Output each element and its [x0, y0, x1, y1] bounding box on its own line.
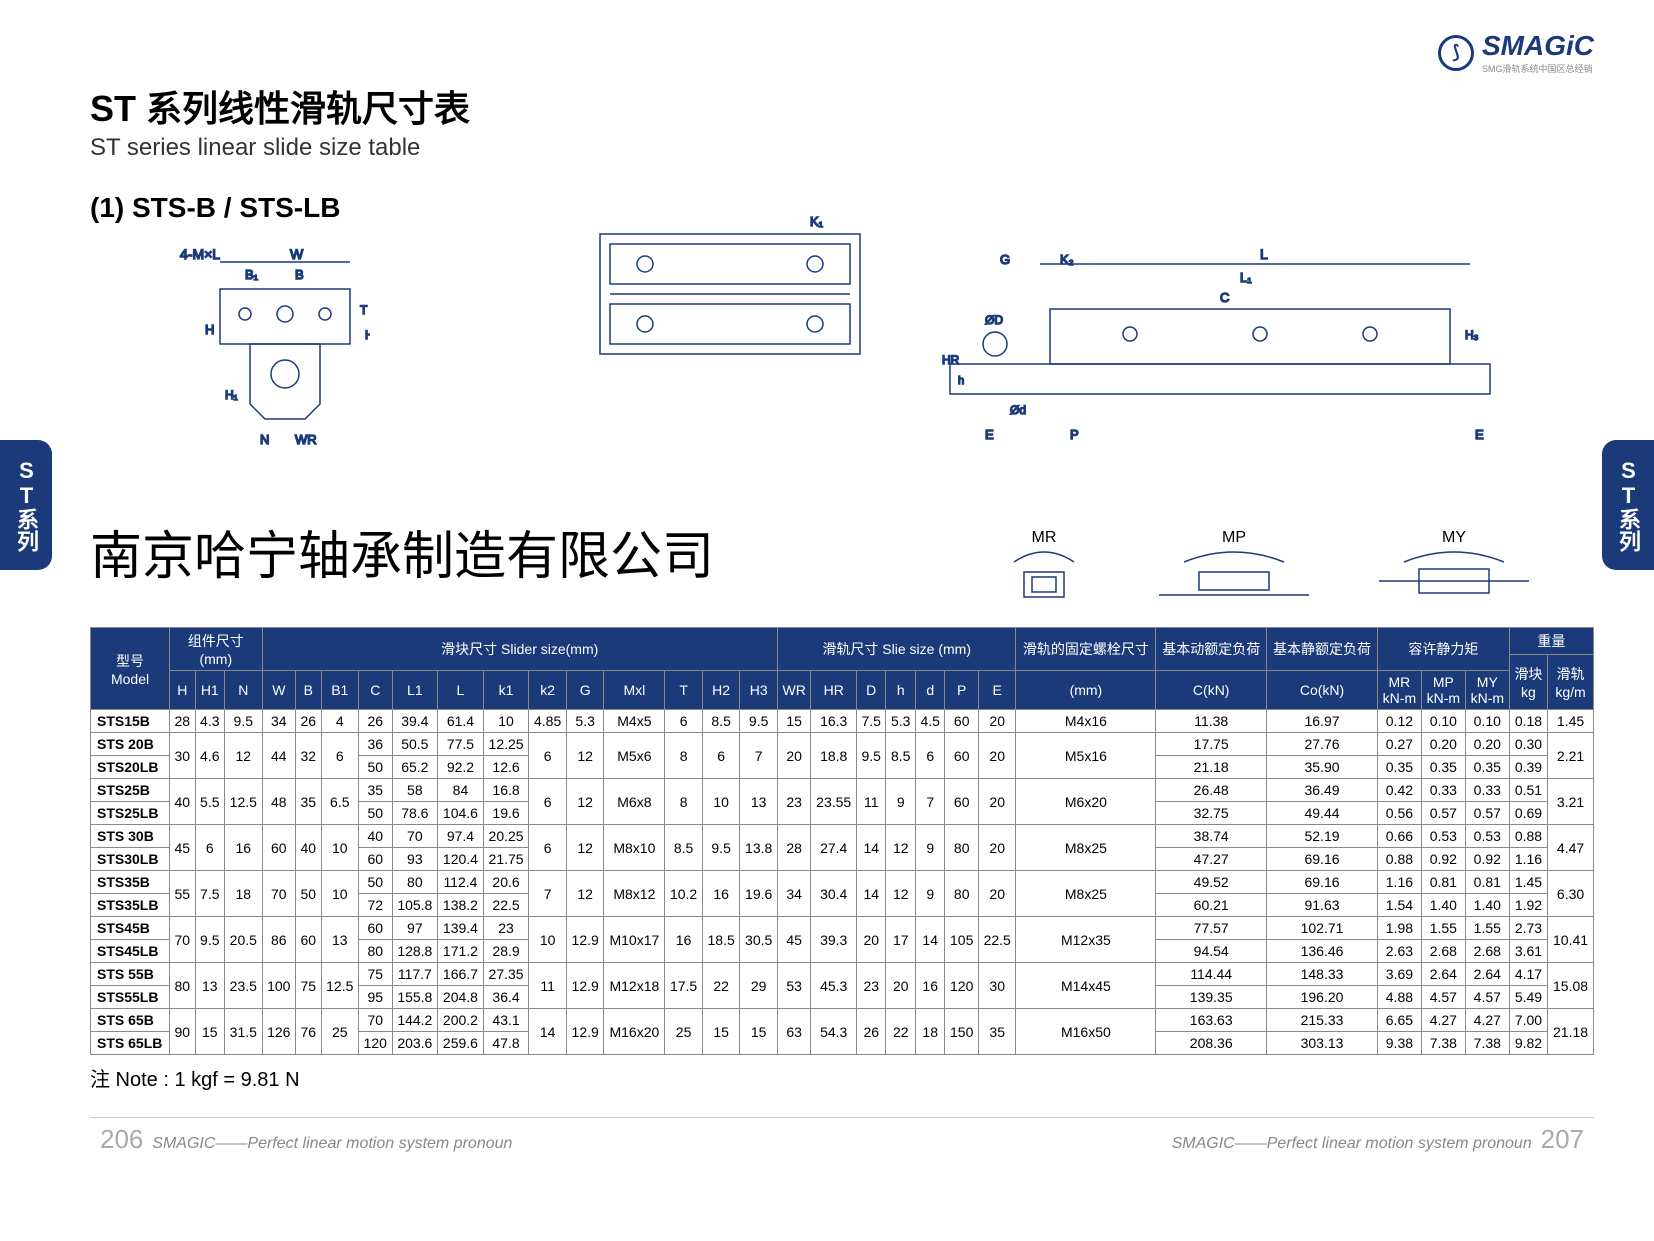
svg-text:h: h: [958, 375, 964, 387]
brand-logo: ⟆ SMAGiC SMG滑轨系统中国区总经销: [1438, 30, 1594, 75]
footer-slogan-left: SMAGIC——Perfect linear motion system pro…: [152, 1135, 512, 1152]
page-title-cn: ST 系列线性滑轨尺寸表: [90, 80, 1594, 132]
note-text: 注 Note : 1 kgf = 9.81 N: [90, 1063, 1594, 1092]
svg-text:P: P: [1070, 427, 1079, 442]
svg-text:H₁: H₁: [225, 388, 238, 402]
moment-my-label: MY: [1374, 529, 1534, 547]
svg-text:K₁: K₁: [810, 214, 824, 229]
left-page-num: 206: [100, 1124, 143, 1154]
logo-text: SMAGiC: [1482, 30, 1594, 61]
svg-text:Ød: Ød: [1010, 403, 1026, 417]
svg-text:H₃: H₃: [1465, 328, 1479, 342]
moment-mr-label: MR: [994, 529, 1094, 547]
svg-text:W: W: [290, 246, 304, 262]
svg-text:G: G: [1000, 252, 1010, 267]
svg-text:ØD: ØD: [985, 313, 1003, 327]
company-name: 南京哈宁轴承制造有限公司: [90, 514, 714, 589]
svg-text:E: E: [985, 427, 994, 442]
svg-text:H: H: [205, 322, 214, 337]
right-page-num: 207: [1541, 1124, 1584, 1154]
footer-slogan-right: SMAGIC——Perfect linear motion system pro…: [1172, 1135, 1532, 1152]
page-title-en: ST series linear slide size table: [90, 134, 1594, 162]
spec-table: 型号Model组件尺寸(mm)滑块尺寸 Slider size(mm)滑轨尺寸 …: [90, 627, 1594, 1055]
logo-icon: ⟆: [1438, 35, 1474, 71]
front-view-diagram: 4-M×L W B₁ B H T H₂ H₁ N WR: [90, 244, 370, 454]
svg-text:H₂: H₂: [365, 328, 370, 342]
logo-subtitle: SMG滑轨系统中国区总经销: [1482, 62, 1594, 75]
svg-text:4-M×L: 4-M×L: [180, 246, 220, 262]
svg-text:L₁: L₁: [1240, 270, 1252, 285]
svg-text:HR: HR: [942, 353, 960, 367]
svg-text:T: T: [360, 303, 368, 317]
svg-text:L: L: [1260, 246, 1268, 262]
svg-text:C: C: [1220, 290, 1229, 305]
svg-text:E: E: [1475, 427, 1484, 442]
svg-text:B₁: B₁: [245, 267, 259, 282]
top-view-diagram: K₁: [560, 214, 900, 384]
svg-text:N: N: [260, 432, 269, 447]
diagram-row: 4-M×L W B₁ B H T H₂ H₁ N WR K₁: [90, 244, 1594, 504]
svg-text:WR: WR: [295, 432, 317, 447]
page-footer: 206 SMAGIC——Perfect linear motion system…: [90, 1117, 1594, 1155]
svg-text:B: B: [295, 267, 304, 282]
side-view-diagram: G K₂ L L₁ C ØD H₃ HR h Ød E P E: [940, 244, 1500, 454]
moment-mp-label: MP: [1154, 529, 1314, 547]
